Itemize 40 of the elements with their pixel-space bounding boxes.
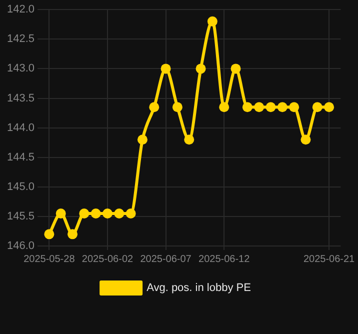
- y-tick-label: 145.5: [6, 210, 35, 222]
- point: [79, 208, 90, 218]
- point: [160, 64, 171, 74]
- point: [126, 208, 136, 218]
- x-tick-label: 2025-06-07: [140, 254, 192, 265]
- point: [137, 134, 148, 145]
- y-tick-label: 143.0: [6, 62, 35, 75]
- point: [114, 208, 124, 218]
- y-tick-label: 144.5: [6, 151, 35, 164]
- y-tick-label: 144.0: [6, 122, 35, 134]
- point: [102, 208, 112, 218]
- point: [300, 134, 311, 145]
- y-tick-label: 145.0: [6, 180, 35, 193]
- y-tick-label: 142.5: [6, 33, 35, 46]
- x-tick-label: 2025-06-12: [198, 254, 250, 265]
- point: [277, 102, 288, 112]
- y-tick-label: 142.0: [6, 4, 35, 16]
- x-tick-label: 2025-05-28: [24, 254, 76, 265]
- y-tick-label: 143.5: [6, 92, 35, 104]
- point: [56, 208, 66, 218]
- point: [90, 208, 101, 218]
- point: [324, 102, 334, 112]
- point: [172, 102, 182, 112]
- x-tick-label: 2025-06-21: [303, 254, 356, 265]
- point: [219, 102, 230, 112]
- point: [44, 229, 54, 240]
- point: [254, 102, 264, 112]
- y-tick-label: 146.0: [6, 240, 35, 252]
- point: [207, 16, 218, 26]
- point: [242, 102, 252, 112]
- point: [312, 102, 322, 112]
- point: [184, 134, 194, 145]
- point: [196, 64, 206, 74]
- point: [230, 64, 241, 74]
- point: [68, 229, 78, 240]
- legend-label: Avg. pos. in lobby PE: [146, 282, 251, 294]
- point: [266, 102, 276, 112]
- point: [149, 102, 160, 112]
- x-tick-label: 2025-06-02: [82, 254, 134, 265]
- point: [289, 102, 300, 112]
